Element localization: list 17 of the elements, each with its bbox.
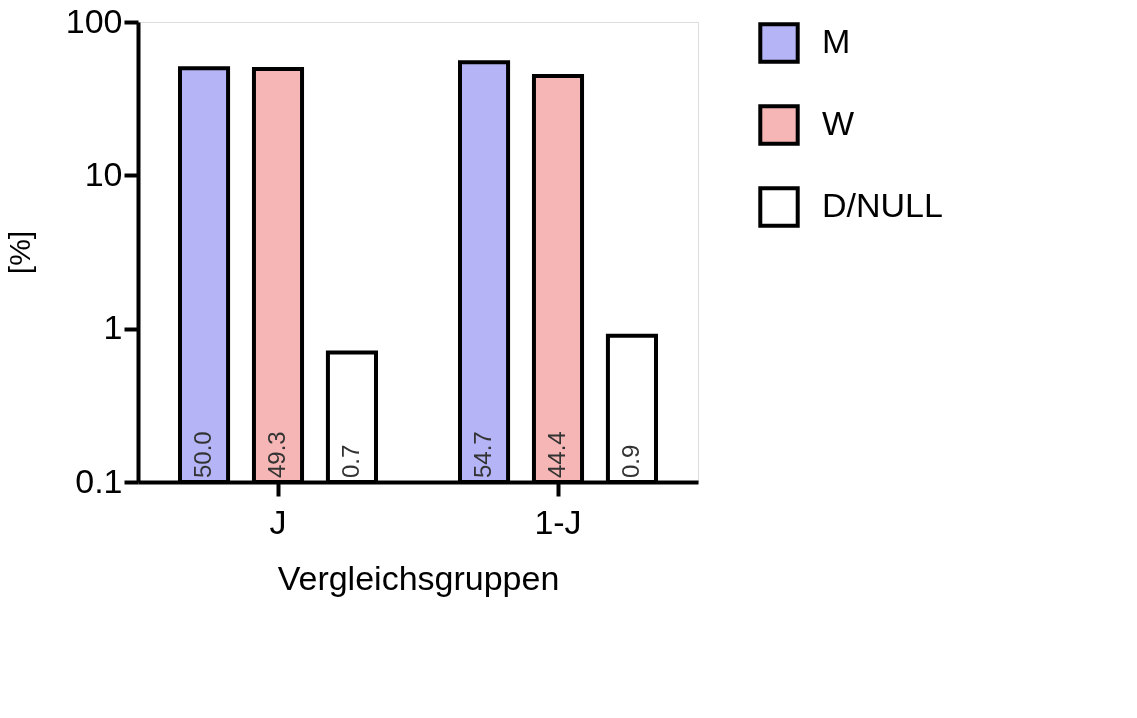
y-axis-title: [%] bbox=[2, 230, 36, 275]
x-tick-label: 1-J bbox=[534, 502, 582, 541]
data-label: 49.3 bbox=[263, 431, 290, 478]
y-tick-label: 1 bbox=[103, 308, 123, 347]
data-label: 54.7 bbox=[469, 431, 497, 478]
data-label: 0.7 bbox=[336, 444, 364, 478]
x-axis-title: Vergleichsgruppen bbox=[277, 558, 560, 597]
x-tick-label: J bbox=[269, 502, 287, 541]
y-tick-label: 10 bbox=[84, 154, 123, 193]
y-tick-label: 100 bbox=[65, 1, 123, 40]
legend-label: D/NULL bbox=[822, 186, 943, 224]
legend-label: W bbox=[822, 104, 855, 142]
data-label: 0.9 bbox=[616, 444, 644, 478]
y-tick-label: 0.1 bbox=[75, 461, 123, 500]
data-label: 50.0 bbox=[189, 431, 217, 478]
legend-label: M bbox=[822, 22, 851, 60]
data-label: 44.4 bbox=[543, 431, 570, 478]
